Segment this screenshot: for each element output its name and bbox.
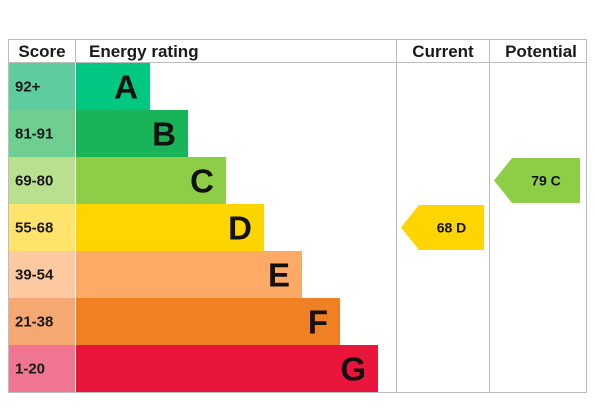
current-pointer: [401, 205, 484, 250]
rating-pointers: 68 D 79 C: [437, 173, 561, 236]
rating-letter-b: B: [152, 116, 176, 153]
current-rating-label: 68 D: [437, 220, 467, 236]
score-range-d: 55-68: [15, 220, 53, 237]
score-cell-b: [8, 110, 75, 157]
score-cell-d: [8, 204, 75, 251]
potential-rating-label: 79 C: [531, 173, 561, 189]
rating-letter-c: C: [190, 163, 214, 200]
score-range-c: 69-80: [15, 173, 53, 190]
rating-bar-e: [76, 251, 302, 298]
rating-bar-g: [76, 345, 378, 392]
current-header: Current: [412, 42, 474, 61]
score-range-a: 92+: [15, 79, 41, 96]
rating-bar-c: [76, 157, 226, 204]
rating-letter-a: A: [114, 69, 138, 106]
energy-rating-header: Energy rating: [89, 42, 199, 61]
score-cell-f: [8, 298, 75, 345]
score-range-g: 1-20: [15, 361, 45, 378]
score-cell-c: [8, 157, 75, 204]
rating-bar-f: [76, 298, 340, 345]
score-range-e: 39-54: [15, 267, 54, 284]
score-range-f: 21-38: [15, 314, 53, 331]
rating-letter-e: E: [268, 257, 290, 294]
rating-letter-g: G: [340, 351, 366, 388]
potential-pointer: [494, 158, 580, 203]
score-cell-g: [8, 345, 75, 392]
score-cell-e: [8, 251, 75, 298]
rating-bar-a: [76, 63, 150, 110]
rating-bar-d: [76, 204, 264, 251]
chart-grid: [8, 39, 587, 393]
score-header: Score: [18, 42, 65, 61]
rating-bands: 92+ A 81-91 B 69-80 C 55-68 D 39-54 E 21-38 F 1-20 G: [8, 63, 580, 392]
potential-header: Potential: [505, 42, 577, 61]
rating-bar-b: [76, 110, 188, 157]
score-cell-a: [8, 63, 75, 110]
rating-letter-f: F: [308, 304, 328, 341]
rating-letter-d: D: [228, 210, 252, 247]
score-range-b: 81-91: [15, 126, 53, 143]
